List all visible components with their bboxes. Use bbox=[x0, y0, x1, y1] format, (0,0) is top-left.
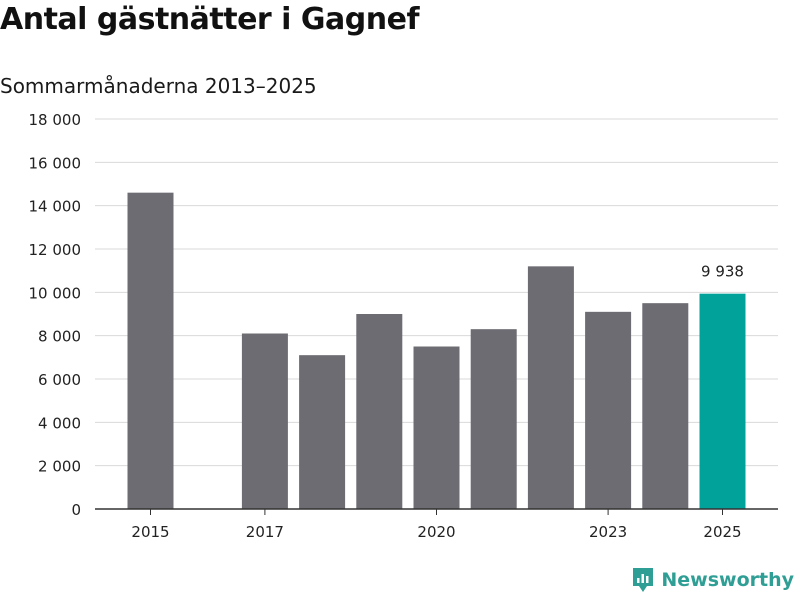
y-tick-label: 4 000 bbox=[38, 414, 81, 432]
data-label: 9 938 bbox=[701, 263, 744, 281]
bar-2019 bbox=[356, 314, 403, 509]
bar-2021 bbox=[470, 329, 517, 509]
y-tick-label: 10 000 bbox=[29, 284, 82, 302]
bar-chart-logo-icon bbox=[633, 568, 654, 592]
bar-2018 bbox=[299, 355, 346, 509]
y-tick-label: 2 000 bbox=[38, 458, 81, 476]
y-tick-label: 12 000 bbox=[29, 241, 82, 259]
bar-2020 bbox=[413, 346, 460, 509]
chart-subtitle: Sommarmånaderna 2013–2025 bbox=[0, 74, 317, 98]
brand-name: Newsworthy bbox=[661, 569, 794, 591]
x-tick-label: 2015 bbox=[131, 523, 169, 541]
brand-logo: Newsworthy bbox=[631, 566, 794, 594]
bar-2015 bbox=[127, 192, 174, 509]
bar-2023 bbox=[585, 311, 632, 509]
bar-2024 bbox=[642, 303, 689, 509]
x-tick-label: 2023 bbox=[589, 523, 627, 541]
y-tick-label: 8 000 bbox=[38, 328, 81, 346]
bar-2017 bbox=[241, 333, 288, 509]
y-tick-label: 6 000 bbox=[38, 371, 81, 389]
bar-2022 bbox=[527, 266, 574, 509]
bar-2025 bbox=[699, 293, 746, 509]
y-tick-label: 14 000 bbox=[29, 198, 82, 216]
chart-title: Antal gästnätter i Gagnef bbox=[0, 2, 420, 37]
y-tick-label: 16 000 bbox=[29, 154, 82, 172]
x-tick-label: 2025 bbox=[703, 523, 741, 541]
x-tick-label: 2020 bbox=[417, 523, 455, 541]
x-tick-label: 2017 bbox=[246, 523, 284, 541]
y-tick-label: 0 bbox=[71, 501, 81, 519]
y-tick-label: 18 000 bbox=[29, 111, 82, 129]
